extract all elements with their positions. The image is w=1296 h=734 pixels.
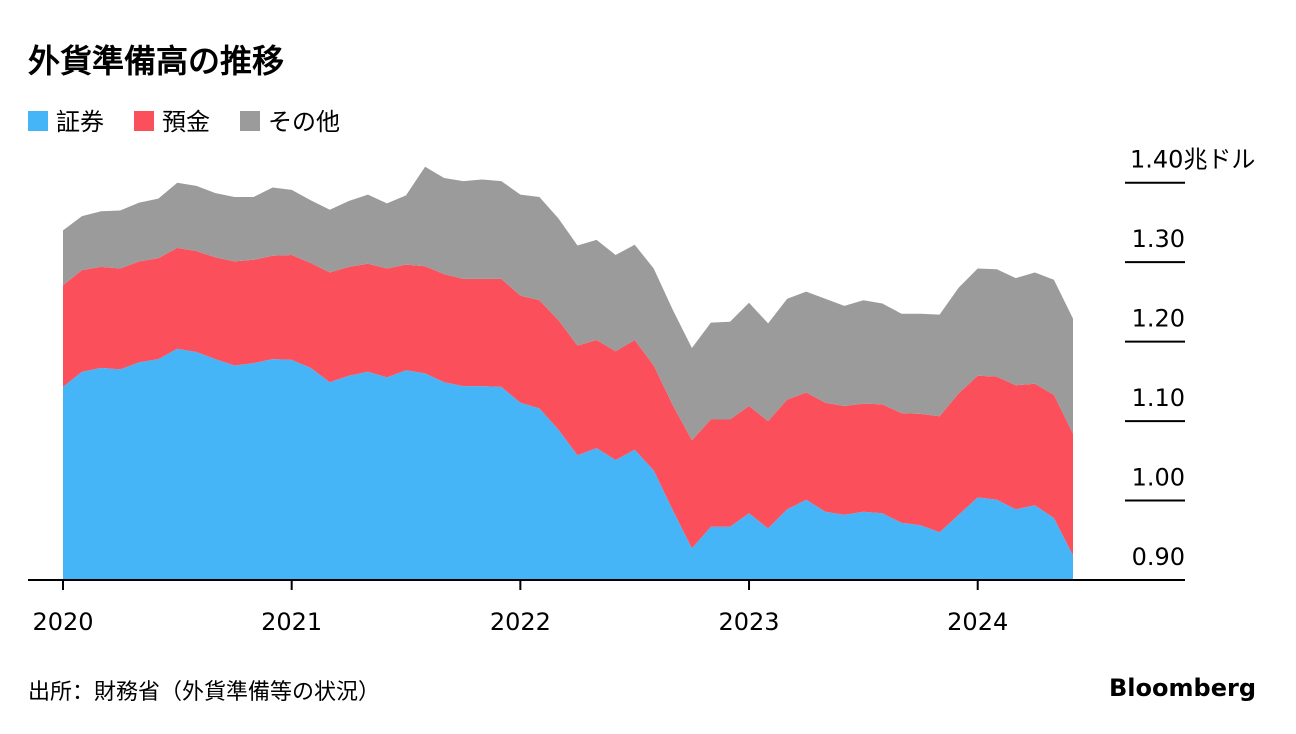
area (63, 247, 1073, 556)
legend-label: 証券 (56, 108, 104, 136)
x-tick-label: 2024 (947, 608, 1008, 636)
legend-label: その他 (268, 108, 340, 136)
x-tick-label: 2021 (261, 608, 322, 636)
area (63, 166, 1073, 441)
legend-swatch (28, 111, 48, 131)
y-tick-label: 1.30 (1132, 225, 1185, 253)
chart-title: 外貨準備高の推移 (28, 42, 284, 80)
legend-swatch (134, 111, 154, 131)
source: 出所：財務省（外貨準備等の状況） (28, 680, 380, 705)
y-tick-label: 0.90 (1132, 543, 1185, 571)
area (63, 348, 1073, 580)
y-tick-label: 1.00 (1132, 464, 1185, 492)
y-tick-label: 1.10 (1132, 384, 1185, 412)
x-tick-label: 2020 (32, 608, 93, 636)
y-tick-label: 1.20 (1132, 305, 1185, 333)
y-tick-label: 1.40兆ドル (1130, 146, 1255, 174)
brand: Bloomberg (1109, 674, 1256, 702)
x-tick-label: 2022 (490, 608, 551, 636)
legend-swatch (240, 111, 260, 131)
x-tick-label: 2023 (718, 608, 779, 636)
legend-label: 預金 (162, 108, 210, 136)
